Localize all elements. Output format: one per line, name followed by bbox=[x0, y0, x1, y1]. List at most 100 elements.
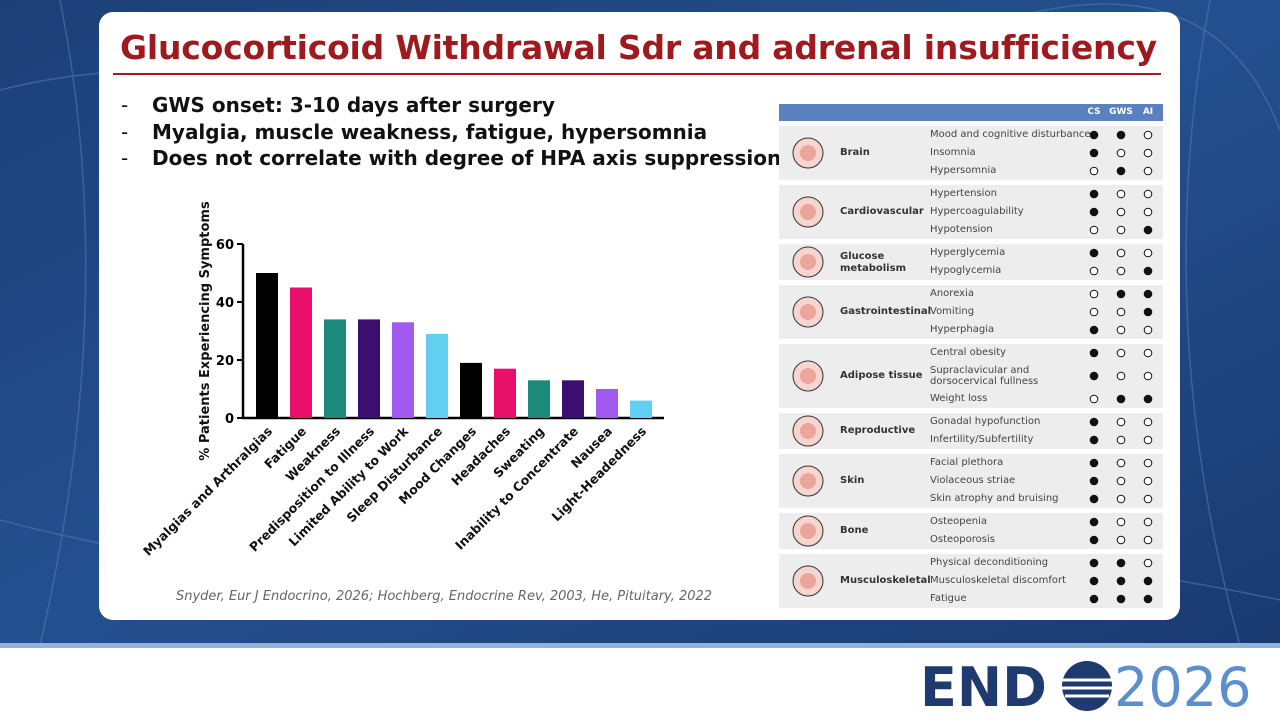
bar bbox=[324, 319, 346, 418]
table-group bbox=[779, 344, 1163, 408]
empty-dot bbox=[1143, 148, 1153, 158]
group-name: Adipose tissue bbox=[840, 370, 923, 381]
bar bbox=[528, 380, 550, 418]
empty-dot bbox=[1116, 517, 1126, 527]
bar bbox=[562, 380, 584, 418]
row-label: Weight loss bbox=[930, 393, 988, 404]
filled-dot bbox=[1143, 289, 1153, 299]
logo: END 2026 bbox=[920, 656, 1251, 719]
empty-dot bbox=[1143, 458, 1153, 468]
empty-dot bbox=[1143, 535, 1153, 545]
filled-dot bbox=[1116, 394, 1126, 404]
logo-globe bbox=[1062, 661, 1112, 711]
y-tick-label: 60 bbox=[216, 238, 234, 253]
group-name: Reproductive bbox=[840, 425, 916, 436]
bullet: Myalgia, muscle weakness, fatigue, hyper… bbox=[121, 119, 781, 146]
organ-icon-detail bbox=[800, 473, 816, 489]
bar-chart: % Patients Experiencing Symptoms 0 20 40 60… bbox=[140, 201, 664, 559]
organ-icon-detail bbox=[800, 423, 816, 439]
row-label: Hypersomnia bbox=[930, 165, 997, 176]
empty-dot bbox=[1089, 394, 1099, 404]
row-label: Violaceous striae bbox=[930, 475, 1016, 486]
empty-dot bbox=[1116, 494, 1126, 504]
row-label: Insomnia bbox=[930, 147, 976, 158]
empty-dot bbox=[1143, 558, 1153, 568]
empty-dot bbox=[1143, 130, 1153, 140]
row-label: Osteoporosis bbox=[930, 534, 995, 545]
y-tick-label: 0 bbox=[225, 412, 234, 427]
filled-dot bbox=[1089, 417, 1099, 427]
slide-title: Glucocorticoid Withdrawal Sdr and adrena… bbox=[120, 28, 1157, 67]
empty-dot bbox=[1116, 225, 1126, 235]
row-label: Hyperglycemia bbox=[930, 247, 1006, 258]
row-label: Skin atrophy and bruising bbox=[930, 493, 1059, 504]
filled-dot bbox=[1089, 576, 1099, 586]
organ-icon-detail bbox=[800, 254, 816, 270]
row-label: Gonadal hypofunction bbox=[930, 416, 1041, 427]
filled-dot bbox=[1116, 576, 1126, 586]
bullet-list: GWS onset: 3-10 days after surgery Myalg… bbox=[121, 92, 781, 172]
row-label: Musculoskeletal discomfort bbox=[930, 575, 1067, 586]
organ-icon-detail bbox=[800, 573, 816, 589]
empty-dot bbox=[1116, 307, 1126, 317]
logo-globe-stripes bbox=[1062, 678, 1112, 698]
filled-dot bbox=[1143, 225, 1153, 235]
citation: Snyder, Eur J Endocrino, 2026; Hochberg,… bbox=[176, 589, 713, 604]
row-label: Mood and cognitive disturbance bbox=[930, 129, 1091, 140]
filled-dot bbox=[1143, 576, 1153, 586]
table-group bbox=[779, 554, 1163, 608]
row-label: Vomiting bbox=[930, 306, 975, 317]
bar bbox=[630, 400, 652, 418]
column-header: GWS bbox=[1109, 107, 1133, 117]
organ-icon-detail bbox=[800, 304, 816, 320]
group-name: Skin bbox=[840, 475, 865, 486]
group-name: Brain bbox=[840, 147, 870, 158]
empty-dot bbox=[1116, 189, 1126, 199]
filled-dot bbox=[1089, 189, 1099, 199]
filled-dot bbox=[1089, 348, 1099, 358]
table-group bbox=[779, 413, 1163, 449]
empty-dot bbox=[1089, 289, 1099, 299]
row-label: Central obesity bbox=[930, 347, 1007, 358]
row-label: Osteopenia bbox=[930, 516, 988, 527]
filled-dot bbox=[1089, 130, 1099, 140]
filled-dot bbox=[1089, 535, 1099, 545]
filled-dot bbox=[1089, 435, 1099, 445]
bar bbox=[256, 273, 278, 418]
empty-dot bbox=[1143, 476, 1153, 486]
row-label: Supraclavicular and dorsocervical fullne… bbox=[930, 365, 1039, 387]
bar bbox=[392, 322, 414, 418]
empty-dot bbox=[1116, 435, 1126, 445]
filled-dot bbox=[1089, 494, 1099, 504]
y-tick-label: 40 bbox=[216, 296, 234, 311]
filled-dot bbox=[1089, 325, 1099, 335]
title-rule bbox=[113, 73, 1161, 75]
organ-icon-detail bbox=[800, 368, 816, 384]
logo-brand: END bbox=[920, 656, 1047, 719]
table-group bbox=[779, 285, 1163, 339]
logo-year: 2026 bbox=[1114, 656, 1251, 719]
row-label: Anorexia bbox=[930, 288, 974, 299]
filled-dot bbox=[1116, 558, 1126, 568]
filled-dot bbox=[1089, 558, 1099, 568]
table-header bbox=[779, 104, 1163, 121]
group-name: Musculoskeletal bbox=[840, 575, 931, 586]
symptom-table: CS GWS AI Brain Mood and cognitive disturban… bbox=[779, 104, 1163, 608]
organ-icon-detail bbox=[800, 145, 816, 161]
row-label: Hypoglycemia bbox=[930, 265, 1002, 276]
empty-dot bbox=[1089, 225, 1099, 235]
empty-dot bbox=[1143, 189, 1153, 199]
empty-dot bbox=[1143, 494, 1153, 504]
empty-dot bbox=[1143, 325, 1153, 335]
filled-dot bbox=[1143, 266, 1153, 276]
group-name: Bone bbox=[840, 525, 869, 536]
filled-dot bbox=[1143, 307, 1153, 317]
row-label: Fatigue bbox=[930, 593, 967, 604]
filled-dot bbox=[1089, 594, 1099, 604]
empty-dot bbox=[1116, 248, 1126, 258]
empty-dot bbox=[1143, 248, 1153, 258]
empty-dot bbox=[1089, 266, 1099, 276]
table-group bbox=[779, 185, 1163, 239]
empty-dot bbox=[1116, 325, 1126, 335]
filled-dot bbox=[1116, 130, 1126, 140]
